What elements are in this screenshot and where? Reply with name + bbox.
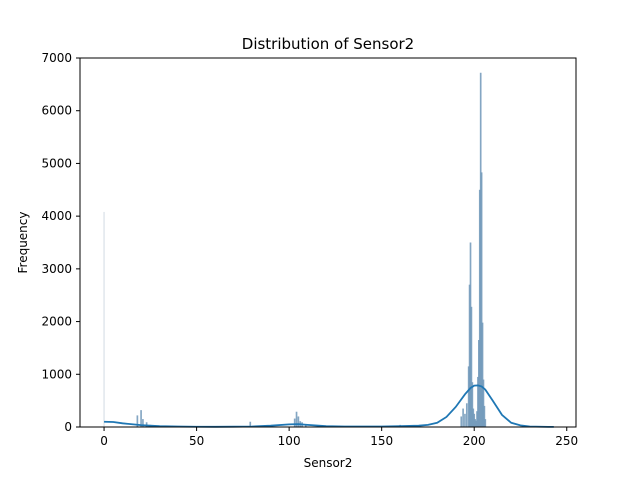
histogram-bar [478, 340, 480, 427]
histogram-bar [474, 419, 476, 427]
plot-frame [79, 57, 577, 428]
x-tick-label: 250 [555, 434, 578, 448]
histogram-bar [472, 408, 475, 427]
histogram-bar [103, 211, 105, 427]
y-tick-label: 1000 [41, 367, 72, 381]
histogram-bar [475, 420, 477, 427]
histogram-bar [297, 416, 300, 427]
x-tick-label: 50 [189, 434, 204, 448]
x-tick-label: 100 [278, 434, 301, 448]
histogram-bar [483, 405, 486, 427]
y-tick-label: 2000 [41, 315, 72, 329]
y-tick-label: 5000 [41, 156, 72, 170]
histogram-bar [476, 411, 478, 427]
y-tick-label: 3000 [41, 262, 72, 276]
histogram-bar [477, 376, 479, 427]
y-axis-ticks: 0 1000 2000 3000 4000 5000 6000 7000 [41, 51, 80, 434]
histogram-bar [462, 408, 464, 427]
histogram-bar [460, 416, 463, 427]
chart-title: Distribution of Sensor2 [242, 35, 414, 53]
histogram-bar [473, 413, 476, 427]
histogram-bar [464, 413, 466, 427]
histogram-bars [103, 72, 487, 427]
y-tick-label: 7000 [41, 51, 72, 65]
y-axis-label: Frequency [16, 212, 30, 274]
histogram-bar [304, 424, 307, 427]
histogram-bar [249, 421, 252, 427]
histogram-bar [468, 284, 471, 427]
histogram-bar [293, 418, 296, 427]
x-axis-ticks: 0 50 100 150 200 250 [100, 427, 578, 448]
histogram-bar [482, 379, 485, 427]
histogram-bar [140, 410, 142, 427]
histogram-bar [142, 419, 144, 427]
histogram-bar [295, 411, 298, 427]
x-tick-label: 150 [370, 434, 393, 448]
histogram-bar [480, 172, 483, 427]
histogram-bar [469, 242, 472, 427]
histogram-bar [484, 419, 487, 427]
histogram-bar [470, 306, 473, 427]
histogram-bar [478, 189, 481, 427]
y-tick-label: 6000 [41, 104, 72, 118]
x-tick-label: 0 [100, 434, 108, 448]
y-tick-label: 4000 [41, 209, 72, 223]
x-axis-label: Sensor2 [304, 456, 353, 470]
histogram-bar [465, 403, 468, 427]
x-tick-label: 200 [463, 434, 486, 448]
histogram-bar [467, 366, 470, 427]
y-tick-label: 0 [64, 420, 72, 434]
histogram-bar [479, 72, 482, 427]
histogram-bar [136, 415, 139, 427]
histogram-bar [471, 382, 474, 427]
histogram-bar [481, 322, 484, 427]
